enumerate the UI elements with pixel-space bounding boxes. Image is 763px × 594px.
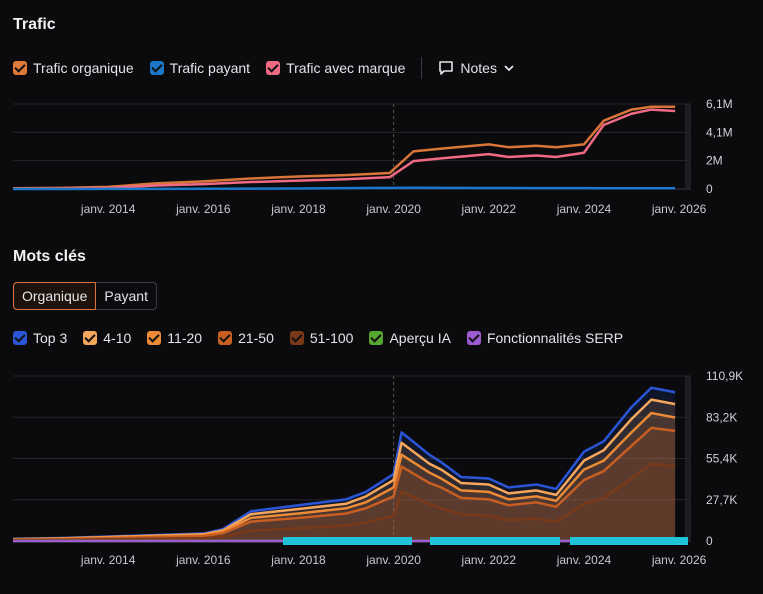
legend-divider — [421, 57, 423, 79]
checkbox-icon[interactable] — [149, 61, 164, 75]
x-tick-label: janv. 2022 — [461, 202, 517, 216]
legend-item-51-100[interactable]: 51-100 — [289, 330, 354, 346]
current-period-band — [685, 376, 691, 541]
x-tick-label: janv. 2022 — [461, 553, 517, 567]
event-marker-strip — [570, 537, 688, 545]
event-marker-strip — [283, 537, 412, 545]
event-marker-strip — [430, 537, 560, 545]
keywords-chart: 110,9K 83,2K 55,4K 27,7K 0 janv. 2014 janv. 20… — [12, 369, 743, 567]
traffic-legend: Trafic organique Trafic payant Trafic av… — [13, 57, 521, 79]
series-line — [12, 426, 676, 541]
legend-label: 51-100 — [309, 330, 354, 346]
legend-item-11-20[interactable]: 11-20 — [147, 330, 202, 346]
legend-item-top3[interactable]: Top 3 — [13, 330, 67, 346]
legend-label: Trafic payant — [169, 60, 251, 76]
series-area — [13, 387, 676, 541]
legend-label: Aperçu IA — [389, 330, 451, 346]
checkbox-icon[interactable] — [218, 331, 233, 345]
y-tick-label: 4,1M — [706, 125, 733, 139]
x-tick-label: janv. 2014 — [80, 553, 136, 567]
y-tick-label: 55,4K — [706, 452, 737, 466]
y-tick-label: 0 — [706, 534, 713, 548]
x-tick-label: janv. 2018 — [270, 553, 326, 567]
tab-organic[interactable]: Organique — [13, 282, 97, 310]
current-period-band — [685, 104, 691, 189]
y-tick-label: 0 — [706, 182, 713, 196]
keywords-legend: Top 3 4-10 11-20 21-50 51-100 Aperçu IA … — [13, 330, 639, 346]
notes-label: Notes — [460, 60, 497, 76]
checkbox-icon[interactable] — [13, 61, 27, 75]
y-tick-label: 2M — [706, 154, 723, 168]
checkbox-icon[interactable] — [289, 331, 304, 345]
x-tick-label: janv. 2024 — [556, 553, 612, 567]
legend-label: 21-50 — [238, 330, 274, 346]
series-line — [12, 462, 676, 542]
legend-label: 4-10 — [103, 330, 132, 346]
x-tick-label: janv. 2018 — [270, 202, 326, 216]
traffic-chart: 6,1M 4,1M 2M 0 janv. 2014 janv. 2016 janv. 201… — [12, 97, 733, 216]
series-area — [13, 413, 676, 541]
x-tick-label: janv. 2026 — [651, 202, 707, 216]
legend-label: Trafic organique — [33, 60, 134, 76]
checkbox-icon[interactable] — [13, 331, 27, 345]
y-tick-label: 6,1M — [706, 97, 733, 111]
series-line — [12, 105, 676, 190]
series-line — [13, 186, 676, 191]
legend-label: Trafic avec marque — [286, 60, 406, 76]
x-tick-label: janv. 2016 — [175, 202, 231, 216]
keywords-title: Mots clés — [13, 248, 86, 265]
legend-label: 11-20 — [167, 330, 203, 346]
traffic-title: Trafic — [13, 16, 56, 33]
x-tick-label: janv. 2020 — [365, 553, 421, 567]
legend-item-21-50[interactable]: 21-50 — [218, 330, 274, 346]
checkbox-icon[interactable] — [466, 331, 481, 345]
legend-item-4-10[interactable]: 4-10 — [83, 330, 131, 346]
checkbox-icon[interactable] — [147, 331, 162, 345]
checkbox-icon[interactable] — [369, 331, 384, 345]
y-tick-label: 110,9K — [706, 369, 743, 383]
x-tick-label: janv. 2016 — [175, 553, 231, 567]
series-line — [12, 108, 676, 190]
comment-icon — [439, 61, 454, 75]
legend-item-branded-traffic[interactable]: Trafic avec marque — [266, 60, 405, 76]
legend-label: Fonctionnalités SERP — [486, 330, 624, 346]
legend-item-ai-overview[interactable]: Aperçu IA — [369, 330, 451, 346]
notes-dropdown[interactable]: Notes — [438, 60, 521, 76]
checkbox-icon[interactable] — [266, 61, 281, 75]
legend-item-serp-features[interactable]: Fonctionnalités SERP — [466, 330, 624, 346]
series-area — [13, 427, 676, 541]
tab-paid[interactable]: Payant — [96, 282, 157, 310]
series-area — [13, 463, 676, 541]
x-tick-label: janv. 2014 — [80, 202, 136, 216]
keywords-tabs: Organique Payant — [13, 282, 157, 310]
legend-label: Top 3 — [33, 330, 68, 346]
legend-item-organic-traffic[interactable]: Trafic organique — [13, 60, 134, 76]
x-tick-label: janv. 2020 — [365, 202, 421, 216]
y-tick-label: 27,7K — [706, 493, 737, 507]
x-tick-label: janv. 2024 — [556, 202, 612, 216]
checkbox-icon[interactable] — [83, 331, 98, 345]
chevron-down-icon — [504, 65, 514, 72]
legend-item-paid-traffic[interactable]: Trafic payant — [149, 60, 251, 76]
x-tick-label: janv. 2026 — [651, 553, 707, 567]
y-tick-label: 83,2K — [706, 410, 737, 424]
